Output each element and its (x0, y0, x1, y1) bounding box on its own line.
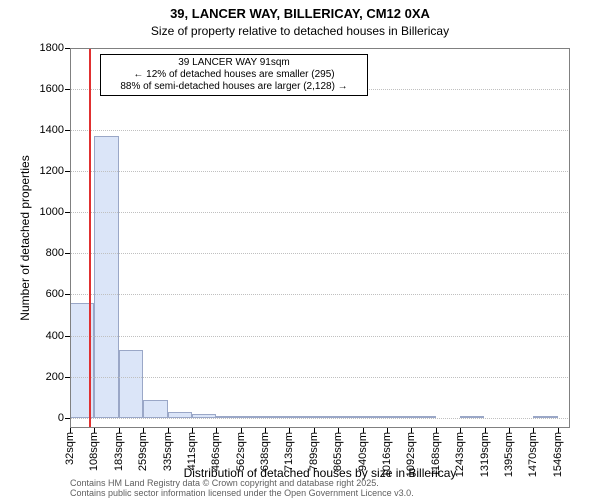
plot-border (70, 48, 570, 428)
plot-area: 39 LANCER WAY 91sqm ← 12% of detached ho… (70, 48, 570, 428)
credits: Contains HM Land Registry data © Crown c… (70, 478, 414, 499)
credit-line1: Contains HM Land Registry data © Crown c… (70, 478, 414, 488)
ytick-mark (65, 418, 70, 419)
ytick-mark (65, 294, 70, 295)
ytick-label: 400 (46, 330, 64, 342)
ytick-mark (65, 253, 70, 254)
ytick-label: 800 (46, 247, 64, 259)
ytick-label: 0 (58, 412, 64, 424)
ytick-label: 600 (46, 288, 64, 300)
ytick-label: 1200 (40, 165, 64, 177)
ytick-mark (65, 48, 70, 49)
ytick-mark (65, 212, 70, 213)
ytick-mark (65, 89, 70, 90)
ytick-label: 1800 (40, 42, 64, 54)
chart-title-address: 39, LANCER WAY, BILLERICAY, CM12 0XA (0, 6, 600, 21)
ytick-label: 1400 (40, 124, 64, 136)
ytick-mark (65, 377, 70, 378)
chart-title-subtitle: Size of property relative to detached ho… (0, 24, 600, 38)
ytick-label: 1000 (40, 206, 64, 218)
ytick-mark (65, 130, 70, 131)
ytick-mark (65, 171, 70, 172)
ytick-mark (65, 336, 70, 337)
credit-line2: Contains public sector information licen… (70, 488, 414, 498)
ytick-label: 200 (46, 371, 64, 383)
figure: 39, LANCER WAY, BILLERICAY, CM12 0XA Siz… (0, 0, 600, 500)
y-axis-label: Number of detached properties (18, 155, 32, 320)
xtick-label: 411sqm (186, 432, 198, 470)
xtick-label: 32sqm (64, 432, 76, 465)
ytick-label: 1600 (40, 83, 64, 95)
